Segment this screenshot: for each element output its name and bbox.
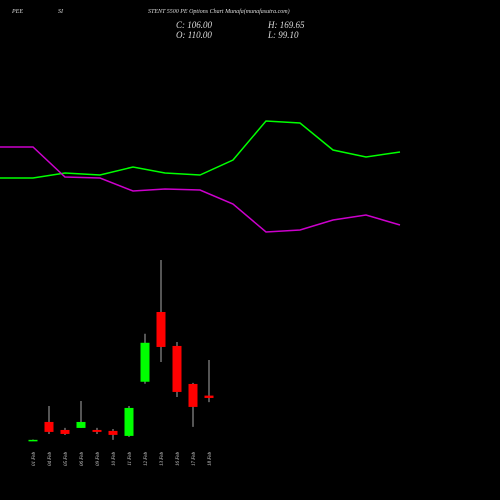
candle-body — [172, 345, 182, 392]
candle-body — [108, 430, 118, 435]
candle-body — [188, 383, 198, 407]
x-tick-label: 10 Feb — [112, 452, 117, 467]
candle-body — [60, 429, 70, 434]
x-tick-label: 05 Feb — [64, 452, 69, 467]
candle-body — [204, 395, 214, 398]
x-tick-label: 12 Feb — [144, 452, 149, 467]
indicator-line — [0, 120, 401, 179]
x-tick-label: 17 Feb — [192, 452, 197, 467]
title-part: SI — [58, 9, 64, 15]
x-tick-label: 18 Feb — [208, 452, 213, 467]
x-tick-label: 11 Feb — [128, 452, 133, 466]
x-tick-label: 16 Feb — [176, 452, 181, 467]
title-part: PEE — [11, 9, 23, 15]
candle-body — [28, 439, 38, 442]
ohlc-label: L: 99.10 — [267, 30, 299, 40]
ohlc-label: C: 106.00 — [176, 20, 213, 30]
x-tick-label: 01 Feb — [32, 452, 37, 467]
x-tick-label: 13 Feb — [160, 452, 165, 467]
title-part: STENT 5500 PE Options Chart Munafa(munaf… — [148, 8, 290, 15]
candle-body — [92, 429, 102, 432]
candle-body — [44, 421, 54, 432]
indicator-line — [0, 146, 401, 233]
candle-body — [140, 342, 150, 382]
ohlc-label: H: 169.65 — [267, 20, 305, 30]
x-tick-label: 09 Feb — [96, 452, 101, 467]
candle-body — [76, 421, 86, 428]
candle-body — [156, 311, 166, 347]
ohlc-label: O: 110.00 — [176, 30, 212, 40]
x-tick-label: 06 Feb — [80, 452, 85, 467]
x-tick-label: 04 Feb — [48, 452, 53, 467]
candle-body — [124, 407, 134, 436]
